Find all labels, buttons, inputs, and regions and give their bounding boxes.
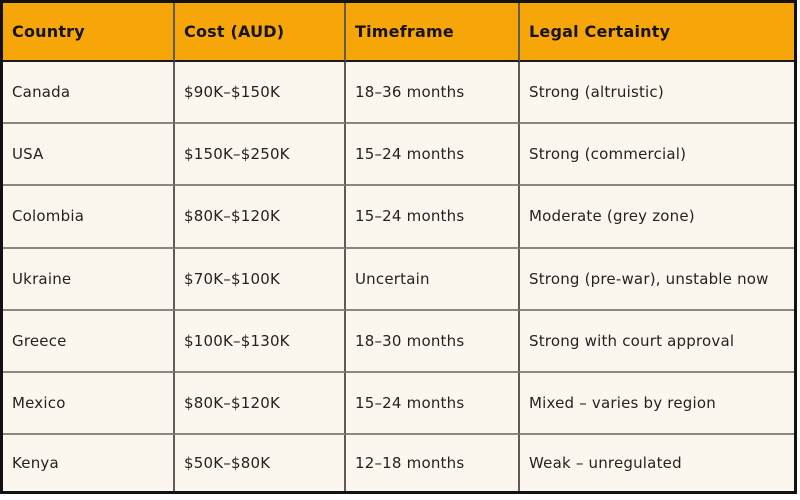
cell-timeframe: Uncertain bbox=[346, 248, 520, 311]
cell-timeframe: 18–36 months bbox=[346, 62, 520, 125]
cell-country: Greece bbox=[3, 310, 175, 373]
cell-country: Canada bbox=[3, 62, 175, 125]
cell-cost: $100K–$130K bbox=[175, 310, 346, 373]
table-row-colombia: Colombia $80K–$120K 15–24 months Moderat… bbox=[3, 186, 794, 249]
cell-timeframe: 18–30 months bbox=[346, 310, 520, 373]
header-row: Country Cost (AUD) Timeframe Legal Certa… bbox=[3, 3, 794, 62]
cell-cost: $50K–$80K bbox=[175, 435, 346, 491]
cell-cost: $80K–$120K bbox=[175, 186, 346, 249]
cell-country: Mexico bbox=[3, 372, 175, 436]
header-cell-legal-certainty: Legal Certainty bbox=[520, 3, 794, 62]
cell-timeframe: 15–24 months bbox=[346, 186, 520, 249]
header-cell-country: Country bbox=[3, 3, 175, 62]
cell-legal-certainty: Strong (pre-war), unstable now bbox=[520, 249, 794, 311]
table-body: Canada $90K–$150K 18–36 months Strong (a… bbox=[3, 62, 794, 491]
table-row-mexico: Mexico $80K–$120K 15–24 months Mixed – v… bbox=[3, 372, 794, 436]
cell-cost: $80K–$120K bbox=[175, 372, 346, 436]
cell-cost: $90K–$150K bbox=[175, 62, 346, 125]
cell-country: Kenya bbox=[3, 435, 175, 491]
table-row-usa: USA $150K–$250K 15–24 months Strong (com… bbox=[3, 124, 794, 187]
table-row-greece: Greece $100K–$130K 18–30 months Strong w… bbox=[3, 310, 794, 373]
cell-country: Colombia bbox=[3, 186, 175, 249]
cell-legal-certainty: Mixed – varies by region bbox=[520, 373, 794, 436]
cell-legal-certainty: Strong (altruistic) bbox=[520, 62, 794, 125]
cell-legal-certainty: Weak – unregulated bbox=[529, 454, 682, 473]
cell-timeframe: 15–24 months bbox=[346, 124, 520, 187]
cell-timeframe: 12–18 months bbox=[346, 435, 520, 491]
header-cell-timeframe: Timeframe bbox=[346, 3, 520, 62]
cell-legal-certainty: Moderate (grey zone) bbox=[520, 186, 794, 249]
table-row-ukraine: Ukraine $70K–$100K Uncertain Strong (pre… bbox=[3, 248, 794, 311]
cell-legal-certainty: Strong (commercial) bbox=[520, 124, 794, 187]
cell-country: Ukraine bbox=[3, 248, 175, 311]
cell-country: USA bbox=[3, 124, 175, 187]
cell-cost: $70K–$100K bbox=[175, 248, 346, 311]
table-row-kenya: Kenya $50K–$80K 12–18 months Weak – unre… bbox=[3, 435, 794, 491]
cell-legal-certainty: Strong with court approval bbox=[520, 311, 794, 373]
header-cell-cost: Cost (AUD) bbox=[175, 3, 346, 62]
cell-timeframe: 15–24 months bbox=[346, 372, 520, 436]
cell-cost: $150K–$250K bbox=[175, 124, 346, 187]
table-header: Country Cost (AUD) Timeframe Legal Certa… bbox=[3, 3, 794, 62]
table-row-canada: Canada $90K–$150K 18–36 months Strong (a… bbox=[3, 62, 794, 125]
